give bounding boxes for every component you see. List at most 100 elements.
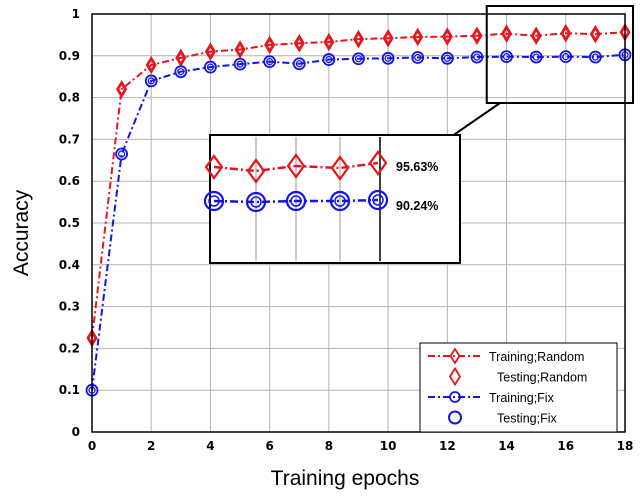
data-point-testing-fix [562, 53, 570, 61]
data-point-training-fix [144, 74, 158, 88]
data-point-testing-fix [591, 53, 599, 61]
data-point-training-fix [588, 50, 602, 64]
data-point-testing-fix [177, 68, 185, 76]
data-point-training-random [116, 79, 128, 99]
data-point-training-fix [411, 51, 425, 64]
data-point-testing-random [265, 38, 274, 52]
inset-grid [255, 137, 381, 261]
inset-point-random [246, 158, 266, 184]
inset-point-fix-inner [208, 195, 220, 207]
y-tick-label: 0.6 [59, 174, 80, 188]
data-point-training-fix [352, 52, 365, 66]
data-point-training-random [382, 28, 394, 48]
y-tick-label: 0.9 [59, 49, 80, 63]
x-tick-label: 18 [617, 439, 634, 453]
x-tick-label: 12 [439, 439, 456, 453]
data-point-training-fix [204, 60, 217, 74]
data-point-training-random [293, 34, 305, 53]
data-point-training-random [560, 23, 572, 43]
data-point-testing-fix [206, 63, 215, 71]
data-point-training-random [471, 26, 483, 45]
y-tick-label: 0.1 [59, 383, 80, 397]
inset-point-fix [203, 190, 225, 212]
series-line-2 [91, 53, 626, 391]
inset-point-random [330, 155, 350, 181]
y-tick-label: 0 [72, 425, 80, 439]
data-point-testing-random [354, 32, 363, 46]
data-point-testing-random [532, 29, 540, 42]
y-axis-label: Accuracy [10, 189, 33, 276]
data-point-training-random [441, 27, 453, 46]
data-point-training-random [264, 35, 276, 55]
legend-marker-training-fix [449, 391, 461, 403]
x-tick-label: 4 [206, 439, 214, 453]
data-point-testing-fix [502, 53, 511, 61]
inset-point-fix-inner [250, 196, 262, 208]
legend: Training;Random Testing;Random Training;Fi… [419, 342, 618, 433]
data-point-training-fix [470, 50, 484, 64]
x-tick-label: 6 [265, 439, 273, 453]
data-point-training-fix [174, 65, 188, 79]
data-point-testing-random [384, 32, 392, 45]
inset-point-random [286, 153, 306, 179]
data-point-testing-fix [473, 53, 481, 61]
data-point-training-fix [233, 57, 247, 71]
data-point-training-random [352, 29, 365, 49]
y-tick-label: 0.2 [59, 341, 80, 355]
data-point-training-fix [381, 51, 395, 65]
legend-entries: Training;Random Testing;Random Training;Fi… [428, 347, 587, 426]
zoom-highlight-box [485, 5, 634, 104]
data-point-training-fix [292, 57, 306, 71]
y-tick-label: 0.8 [59, 91, 80, 105]
x-tick-label: 14 [498, 439, 515, 453]
x-tick-label: 10 [380, 439, 397, 453]
data-point-testing-fix [118, 150, 126, 158]
data-point-testing-random [117, 83, 126, 96]
y-tick-label: 0.7 [59, 132, 80, 146]
data-point-training-fix [440, 51, 454, 65]
inset-line-random [213, 161, 379, 173]
data-point-training-random [234, 40, 246, 59]
data-point-training-random [145, 55, 157, 75]
plot-frame [91, 13, 626, 433]
data-point-testing-fix [325, 55, 333, 64]
data-point-testing-random [414, 30, 422, 44]
data-point-training-random [412, 27, 424, 47]
data-point-testing-random [325, 35, 333, 49]
data-point-training-fix [559, 50, 573, 64]
legend-marker-testing-random [448, 366, 462, 387]
data-point-testing-fix [147, 77, 155, 85]
x-tick-labels: 0 2 4 6 8 10 12 14 16 18 [88, 439, 634, 453]
data-point-testing-random [591, 27, 600, 41]
inset-point-fix [285, 190, 307, 212]
y-tick-labels: 0 0.1 0.2 0.3 0.4 0.5 0.6 0.7 0.8 0.9 1 [59, 7, 80, 439]
inset-point-random [368, 150, 388, 176]
inset-annotation-random: 95.63% [396, 160, 438, 174]
data-point-training-fix [500, 50, 513, 64]
legend-box [419, 342, 618, 433]
inset-point-fix [245, 191, 267, 213]
y-tick-label: 0.3 [59, 300, 80, 314]
inset-series [203, 150, 389, 213]
series-layer [85, 23, 632, 397]
inset-point-fix [367, 189, 389, 211]
data-point-testing-random [562, 27, 570, 40]
data-point-testing-fix [414, 53, 422, 62]
legend-label: Testing;Fix [497, 412, 557, 426]
data-point-testing-fix [266, 58, 274, 66]
data-point-training-random [530, 26, 542, 45]
y-tick-label: 0.5 [59, 216, 80, 230]
x-axis-label: Training epochs [271, 467, 420, 490]
data-point-testing-random [177, 51, 185, 65]
legend-label: Training;Random [489, 350, 584, 364]
data-point-testing-fix [295, 60, 303, 68]
inset-point-fix-inner [334, 195, 346, 207]
legend-marker-training-random [449, 347, 461, 365]
data-point-testing-fix [354, 55, 363, 63]
data-point-training-random [323, 32, 335, 52]
inset-line-fix [213, 198, 379, 204]
data-point-training-fix [263, 55, 277, 69]
inset-point-fix-inner [290, 195, 302, 207]
series-line-0 [91, 31, 626, 339]
y-tick-label: 1 [72, 7, 80, 21]
